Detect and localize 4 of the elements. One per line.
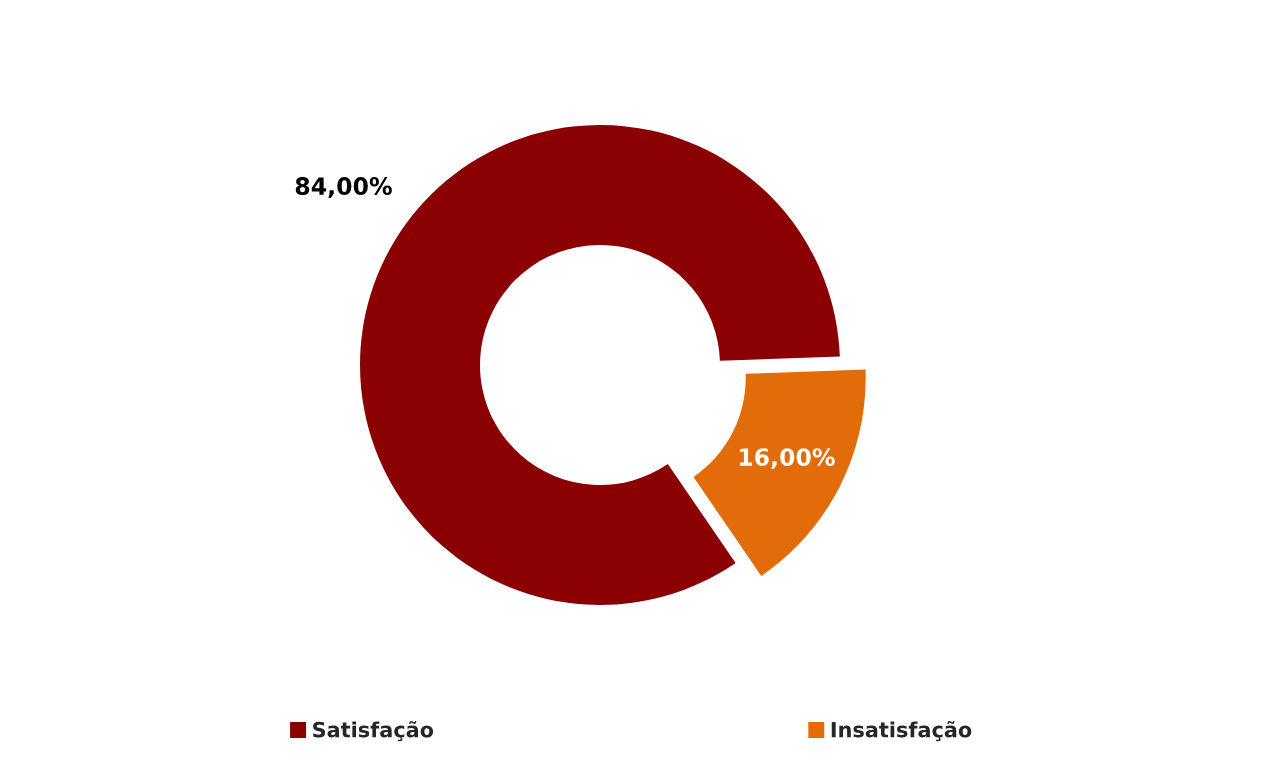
legend-label: Insatisfação	[831, 721, 972, 742]
data-label: 16,00%	[739, 448, 835, 470]
data-label: 84,00%	[295, 177, 392, 198]
legend-label: Satisfação	[313, 721, 434, 742]
